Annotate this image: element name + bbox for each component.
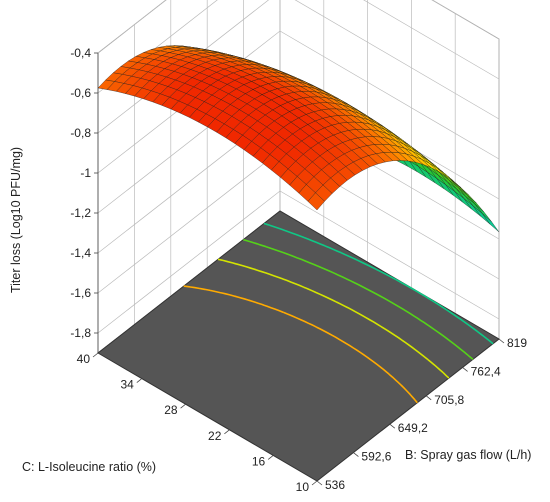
z-tick-label: -1,2 [70, 206, 91, 220]
y-tick-mark [224, 429, 230, 435]
x-tick-mark [316, 480, 323, 486]
x-tick-mark [425, 395, 432, 401]
floor-plane-fill [97, 210, 500, 482]
x-tick-label: 705,8 [434, 393, 464, 407]
y-tick-label: 22 [208, 429, 222, 443]
x-tick-mark [353, 452, 359, 457]
y-tick-mark [311, 480, 318, 486]
y-tick-label: 34 [120, 378, 134, 392]
x-tick-label: 592,6 [361, 450, 391, 464]
x-tick-label: 762,4 [471, 364, 501, 378]
x-tick-mark [462, 367, 468, 372]
y-tick-mark [180, 403, 186, 409]
floor-contour-3 [263, 222, 494, 345]
z-tick-label: -1 [80, 166, 91, 180]
floor-contour-2 [243, 238, 474, 361]
y-tick-label: 28 [164, 403, 178, 417]
z-axis-label: Titer loss (Log10 PFU/mg) [9, 147, 23, 293]
z-gridline-6 [97, 0, 500, 94]
z-tick-label: -1,4 [70, 246, 91, 260]
x-tick-label: 536 [325, 478, 345, 492]
floor-plane [97, 210, 500, 482]
x-tick-label: 819 [507, 336, 527, 350]
y-tick-mark [136, 378, 143, 383]
y-tick-mark [267, 455, 274, 460]
x-tick-label: 649,2 [398, 421, 428, 435]
x-tick-mark [498, 338, 505, 344]
surface-cell [307, 192, 325, 211]
tick-labels: -1,8 -1,6 -1,4 -1,2 -1 -0,8 -0,6 -0,4 536 592,6 64… [70, 46, 527, 494]
z-gridline-7 [97, 0, 500, 54]
x-tick-mark [389, 423, 396, 429]
response-surface [97, 45, 500, 233]
z-tick-label: -1,8 [70, 326, 91, 340]
x-axis-label: B: Spray gas flow (L/h) [405, 448, 531, 462]
z-tick-label: -0,8 [70, 126, 91, 140]
y-tick-label: 40 [77, 352, 91, 366]
z-tick-label: -1,6 [70, 286, 91, 300]
floor-contour-0 [183, 285, 418, 404]
floor-contour-1 [217, 258, 450, 379]
y-tick-label: 10 [296, 480, 310, 494]
y-axis-label: C: L-Isoleucine ratio (%) [22, 460, 156, 474]
y-tick-mark [92, 352, 99, 358]
z-tick-label: -0,4 [70, 46, 91, 60]
z-tick-label: -0,6 [70, 86, 91, 100]
y-tick-label: 16 [252, 454, 266, 468]
